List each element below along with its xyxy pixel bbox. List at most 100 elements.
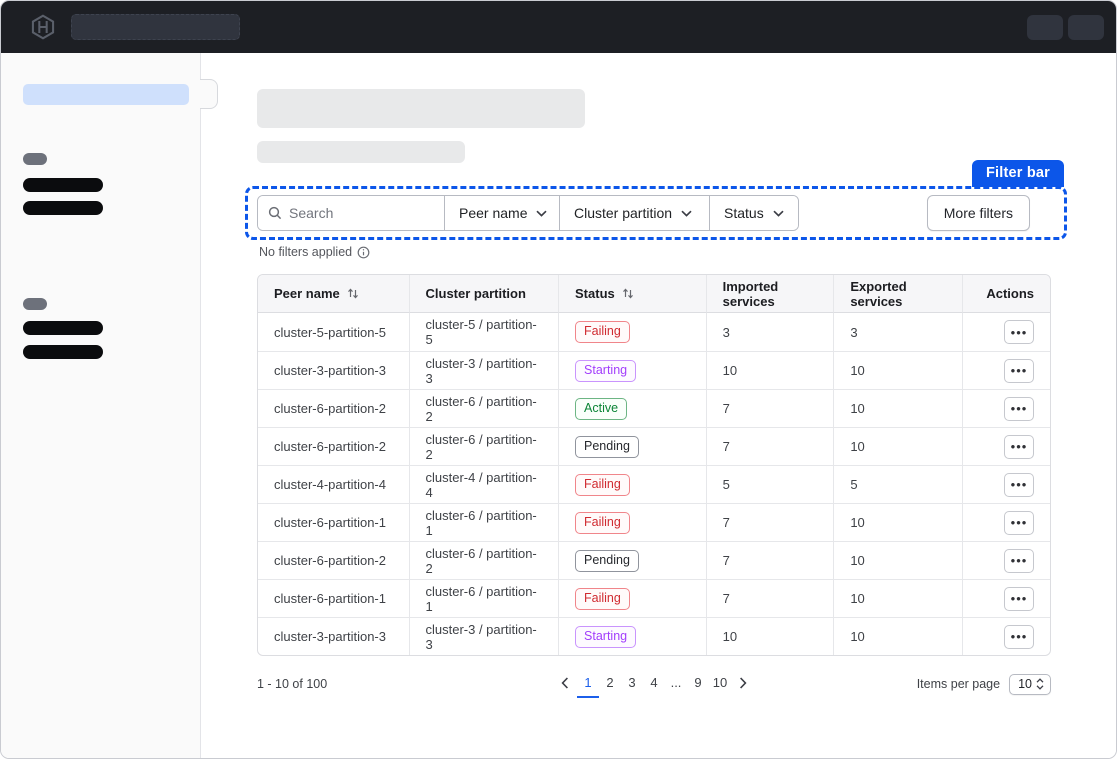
main-content: Filter bar Peer name: [201, 53, 1116, 758]
actions-cell: •••: [962, 313, 1050, 351]
exported-services-cell: 10: [833, 579, 963, 617]
navbar-skeleton-button-2[interactable]: [1068, 14, 1104, 40]
page-title-skeleton: [257, 89, 585, 128]
table-row: cluster-5-partition-5 cluster-5 / partit…: [258, 313, 1050, 351]
page-ellipsis: ...: [665, 671, 687, 698]
column-header[interactable]: Status: [558, 275, 706, 313]
page-button[interactable]: 3: [621, 671, 643, 698]
next-page-button[interactable]: [735, 675, 751, 693]
row-actions-button[interactable]: •••: [1004, 358, 1034, 383]
pagination-pages: 1 2 3 4... 9 10: [557, 671, 751, 698]
column-header-label: Status: [575, 286, 615, 301]
sidebar-section-label-skeleton: [23, 153, 47, 165]
table-row: cluster-6-partition-2 cluster-6 / partit…: [258, 427, 1050, 465]
sidebar-item-skeleton[interactable]: [23, 321, 103, 335]
row-actions-button[interactable]: •••: [1004, 396, 1034, 421]
sidebar-item-skeleton[interactable]: [23, 178, 103, 192]
page-button[interactable]: 10: [709, 671, 731, 698]
actions-cell: •••: [962, 465, 1050, 503]
peer-name-cell: cluster-6-partition-2: [258, 427, 409, 465]
row-actions-button[interactable]: •••: [1004, 510, 1034, 535]
row-actions-button[interactable]: •••: [1004, 548, 1034, 573]
status-filter-dropdown[interactable]: Status: [709, 196, 798, 230]
status-badge: Pending: [575, 435, 639, 458]
sidebar-item-skeleton[interactable]: [23, 345, 103, 359]
column-header[interactable]: Peer name: [258, 275, 409, 313]
row-actions-button[interactable]: •••: [1004, 586, 1034, 611]
exported-services-cell: 5: [833, 465, 963, 503]
imported-services-cell: 7: [705, 427, 834, 465]
status-cell: Starting: [558, 351, 706, 389]
imported-services-cell: 5: [705, 465, 834, 503]
imported-services-cell: 10: [705, 351, 834, 389]
page-button[interactable]: 4: [643, 671, 665, 698]
exported-services-cell: 10: [833, 541, 963, 579]
navbar-search-skeleton[interactable]: [71, 14, 240, 40]
page-button[interactable]: 2: [599, 671, 621, 698]
peer-name-cell: cluster-6-partition-1: [258, 579, 409, 617]
sidebar: [1, 53, 218, 758]
status-badge: Starting: [575, 625, 637, 648]
status-badge: Failing: [575, 587, 630, 610]
actions-cell: •••: [962, 541, 1050, 579]
row-actions-button[interactable]: •••: [1004, 434, 1034, 459]
page-button[interactable]: 9: [687, 671, 709, 698]
pagination-range-text: 1 - 10 of 100: [257, 677, 328, 691]
exported-services-cell: 10: [833, 427, 963, 465]
prev-page-button[interactable]: [557, 675, 573, 693]
cluster-partition-cell: cluster-6 / partition-2: [408, 389, 559, 427]
search-input[interactable]: [289, 205, 434, 221]
page-subtitle-skeleton: [257, 141, 465, 163]
table-row: cluster-6-partition-1 cluster-6 / partit…: [258, 579, 1050, 617]
cluster-partition-cell: cluster-6 / partition-2: [408, 427, 559, 465]
table-row: cluster-6-partition-2 cluster-6 / partit…: [258, 389, 1050, 427]
actions-cell: •••: [962, 503, 1050, 541]
search-field[interactable]: [258, 196, 444, 230]
peer-name-cell: cluster-3-partition-3: [258, 351, 409, 389]
column-header-label: Actions: [986, 286, 1034, 301]
filters-applied-status: No filters applied: [259, 245, 1116, 259]
peer-name-cell: cluster-6-partition-2: [258, 389, 409, 427]
sidebar-item-skeleton[interactable]: [23, 201, 103, 215]
status-cell: Failing: [558, 579, 706, 617]
cluster-partition-filter-dropdown[interactable]: Cluster partition: [559, 196, 709, 230]
cluster-partition-cell: cluster-3 / partition-3: [408, 617, 559, 655]
sort-icon[interactable]: [622, 287, 634, 300]
top-navbar: [1, 1, 1116, 53]
exported-services-cell: 10: [833, 503, 963, 541]
cluster-partition-cell: cluster-6 / partition-1: [408, 579, 559, 617]
column-header-label: Imported services: [722, 278, 779, 309]
table-row: cluster-3-partition-3 cluster-3 / partit…: [258, 351, 1050, 389]
exported-services-cell: 10: [833, 617, 963, 655]
status-badge: Active: [575, 397, 628, 420]
sort-icon[interactable]: [347, 287, 359, 300]
cluster-partition-cell: cluster-3 / partition-3: [408, 351, 559, 389]
info-icon[interactable]: [357, 246, 370, 259]
sidebar-active-item-skeleton[interactable]: [23, 84, 189, 105]
status-cell: Pending: [558, 427, 706, 465]
peer-name-cell: cluster-6-partition-2: [258, 541, 409, 579]
actions-cell: •••: [962, 351, 1050, 389]
peer-name-cell: cluster-5-partition-5: [258, 313, 409, 351]
status-cell: Failing: [558, 465, 706, 503]
row-actions-button[interactable]: •••: [1004, 320, 1034, 344]
column-header: Imported services: [705, 275, 834, 313]
items-per-page-select[interactable]: 10: [1009, 673, 1051, 695]
navbar-skeleton-button-1[interactable]: [1027, 14, 1063, 40]
items-per-page-value: 10: [1018, 676, 1032, 691]
status-badge: Failing: [575, 473, 630, 496]
table-row: cluster-4-partition-4 cluster-4 / partit…: [258, 465, 1050, 503]
column-header: Actions: [962, 275, 1050, 313]
row-actions-button[interactable]: •••: [1004, 624, 1034, 649]
sidebar-toggle-handle[interactable]: [200, 79, 218, 109]
status-cell: Failing: [558, 503, 706, 541]
table-header: Peer name Cluster partition Status Imported…: [258, 275, 1050, 313]
row-actions-button[interactable]: •••: [1004, 472, 1034, 497]
status-cell: Active: [558, 389, 706, 427]
actions-cell: •••: [962, 579, 1050, 617]
more-filters-button[interactable]: More filters: [926, 195, 1030, 231]
peer-name-filter-dropdown[interactable]: Peer name: [444, 196, 559, 230]
status-cell: Starting: [558, 617, 706, 655]
peer-name-filter-label: Peer name: [459, 205, 528, 221]
page-button[interactable]: 1: [577, 671, 599, 698]
